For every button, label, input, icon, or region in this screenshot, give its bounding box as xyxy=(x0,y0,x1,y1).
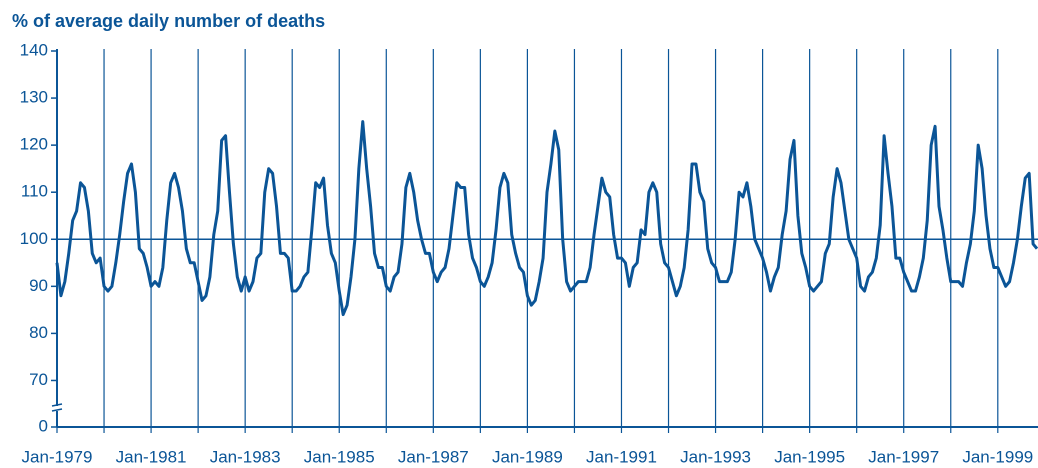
chart-title: % of average daily number of deaths xyxy=(12,11,325,31)
y-tick-label: 130 xyxy=(20,88,48,107)
axis-break-gap xyxy=(51,406,63,411)
x-tick-label: Jan-1979 xyxy=(22,447,93,466)
y-tick-label: 100 xyxy=(20,229,48,248)
y-tick-label: 70 xyxy=(29,370,48,389)
y-tick-label: 140 xyxy=(20,40,48,59)
y-tick-label: 120 xyxy=(20,135,48,154)
y-tick-label: 110 xyxy=(21,182,48,201)
axis-break-mark xyxy=(51,408,63,412)
x-tick-label: Jan-1995 xyxy=(774,447,845,466)
x-tick-label: Jan-1997 xyxy=(868,447,939,466)
axis-break-mark xyxy=(51,403,63,407)
x-tick-label: Jan-1983 xyxy=(210,447,281,466)
x-tick-label: Jan-1989 xyxy=(492,447,563,466)
x-tick-label: Jan-1981 xyxy=(116,447,187,466)
y-tick-label: 80 xyxy=(29,323,48,342)
x-tick-label: Jan-1985 xyxy=(304,447,375,466)
y-tick-label: 90 xyxy=(29,276,48,295)
y-tick-label: 0 xyxy=(39,416,48,435)
x-tick-label: Jan-1999 xyxy=(962,447,1033,466)
data-line xyxy=(55,120,1038,317)
x-tick-label: Jan-1993 xyxy=(680,447,751,466)
x-tick-label: Jan-1991 xyxy=(586,447,657,466)
x-tick-label: Jan-1987 xyxy=(398,447,469,466)
